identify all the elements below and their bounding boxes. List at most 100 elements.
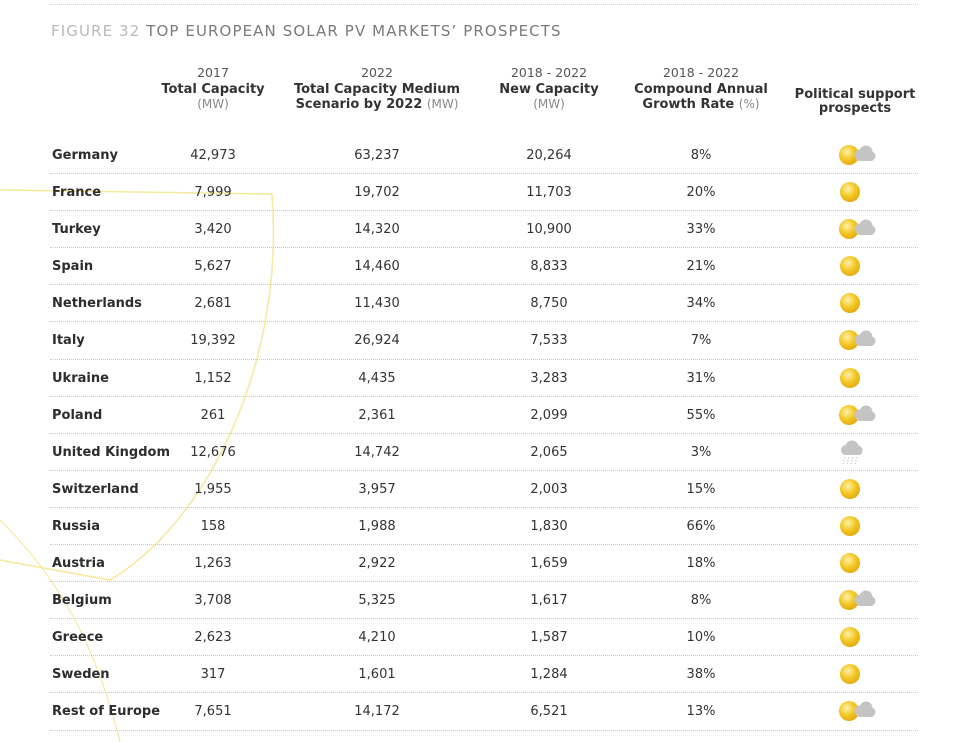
total-capacity-2022: 14,320 <box>354 222 400 238</box>
new-capacity: 8,833 <box>530 259 568 275</box>
total-capacity-2017: 7,651 <box>194 704 232 720</box>
total-capacity-2017: 1,955 <box>194 481 232 497</box>
table-row: United Kingdom 12,676 14,742 2,065 3% <box>50 434 918 471</box>
country-name: Greece <box>52 630 104 646</box>
total-capacity-2022: 26,924 <box>354 333 400 349</box>
total-capacity-2017: 158 <box>200 518 226 534</box>
header-unit: (MW) <box>197 97 229 111</box>
country-name: Austria <box>52 556 105 572</box>
header-title: Total Capacity Medium <box>293 82 461 97</box>
total-capacity-2017: 12,676 <box>190 444 236 460</box>
sun-icon <box>836 513 876 539</box>
sun-icon <box>836 365 876 391</box>
cagr-value: 13% <box>686 704 716 720</box>
new-capacity: 2,099 <box>530 407 568 423</box>
header-year: 2017 <box>197 65 229 80</box>
new-capacity: 11,703 <box>526 185 572 201</box>
total-capacity-2017: 19,392 <box>190 333 236 349</box>
table-row: Belgium 3,708 5,325 1,617 8% <box>50 582 918 620</box>
table-row: Sweden 317 1,601 1,284 38% <box>50 656 918 694</box>
cagr-value: 38% <box>686 667 716 683</box>
table-row: Greece 2,623 4,210 1,587 10% <box>50 619 918 657</box>
header-year: 2018 - 2022 <box>662 65 740 80</box>
new-capacity: 1,284 <box>530 667 568 683</box>
new-capacity: 3,283 <box>530 370 568 386</box>
sun-icon <box>836 290 876 316</box>
country-name: Italy <box>52 333 85 349</box>
sun-cloud-icon <box>836 587 876 613</box>
total-capacity-2017: 3,420 <box>194 222 232 238</box>
country-name: Rest of Europe <box>52 704 161 720</box>
table-row: Rest of Europe 7,651 14,172 6,521 13% <box>50 693 918 731</box>
table-row: Switzerland 1,955 3,957 2,003 15% <box>50 471 918 508</box>
header-new-capacity: 2018 - 2022 New Capacity (MW) <box>499 65 598 112</box>
new-capacity: 1,830 <box>530 518 568 534</box>
cagr-value: 15% <box>686 481 716 497</box>
new-capacity: 1,659 <box>530 556 568 572</box>
total-capacity-2022: 3,957 <box>358 481 396 497</box>
table-row: Turkey 3,420 14,320 10,900 33% <box>50 211 918 249</box>
country-name: Turkey <box>52 222 101 238</box>
table-row: Russia 158 1,988 1,830 66% <box>50 508 918 546</box>
total-capacity-2017: 261 <box>200 407 226 423</box>
country-name: France <box>52 185 102 201</box>
table-row: Italy 19,392 26,924 7,533 7% <box>50 322 918 360</box>
new-capacity: 7,533 <box>530 333 568 349</box>
new-capacity: 10,900 <box>526 222 572 238</box>
total-capacity-2022: 14,742 <box>354 444 400 460</box>
total-capacity-2022: 4,210 <box>358 630 396 646</box>
header-unit: (%) <box>738 97 760 111</box>
cagr-value: 3% <box>690 444 712 460</box>
header-title-line2: Growth Rate <box>642 97 735 112</box>
country-name: Ukraine <box>52 370 109 386</box>
new-capacity: 1,587 <box>530 630 568 646</box>
country-name: United Kingdom <box>52 444 171 460</box>
header-year: 2018 - 2022 <box>510 65 588 80</box>
cagr-value: 10% <box>686 630 716 646</box>
header-year: 2022 <box>361 65 393 80</box>
header-total-capacity-2017: 2017 Total Capacity (MW) <box>161 65 265 112</box>
cagr-value: 34% <box>686 296 716 312</box>
figure-label: FIGURE 32 <box>51 22 141 40</box>
new-capacity: 1,617 <box>530 593 568 609</box>
total-capacity-2022: 1,988 <box>358 518 396 534</box>
header-title: Political support <box>794 87 916 102</box>
cagr-value: 21% <box>686 259 716 275</box>
cagr-value: 8% <box>690 593 712 609</box>
sun-icon <box>836 476 876 502</box>
header-unit: (MW) <box>426 97 459 111</box>
total-capacity-2022: 2,922 <box>358 556 396 572</box>
country-name: Russia <box>52 518 100 534</box>
total-capacity-2022: 14,172 <box>354 704 400 720</box>
cagr-value: 31% <box>686 370 716 386</box>
total-capacity-2017: 2,681 <box>194 296 232 312</box>
total-capacity-2017: 5,627 <box>194 259 232 275</box>
sun-icon <box>836 550 876 576</box>
total-capacity-2022: 14,460 <box>354 259 400 275</box>
sun-icon <box>836 624 876 650</box>
total-capacity-2017: 317 <box>200 667 226 683</box>
sun-cloud-icon <box>836 216 876 242</box>
header-title: Total Capacity <box>161 82 265 97</box>
cagr-value: 18% <box>686 556 716 572</box>
sun-cloud-icon <box>836 698 876 724</box>
total-capacity-2022: 11,430 <box>354 296 400 312</box>
new-capacity: 2,065 <box>530 444 568 460</box>
country-name: Germany <box>52 148 118 163</box>
total-capacity-2017: 2,623 <box>194 630 232 646</box>
header-title-line2: prospects <box>818 101 892 116</box>
new-capacity: 2,003 <box>530 481 568 497</box>
cagr-value: 33% <box>686 222 716 238</box>
top-divider <box>50 4 918 5</box>
sun-icon <box>836 661 876 687</box>
total-capacity-2017: 1,263 <box>194 556 232 572</box>
new-capacity: 20,264 <box>526 148 572 163</box>
total-capacity-2022: 4,435 <box>358 370 396 386</box>
new-capacity: 6,521 <box>530 704 568 720</box>
country-name: Poland <box>52 407 103 423</box>
sun-icon <box>836 253 876 279</box>
country-name: Netherlands <box>52 296 142 312</box>
header-cagr: 2018 - 2022 Compound Annual Growth Rate … <box>634 66 768 112</box>
country-name: Sweden <box>52 667 110 683</box>
total-capacity-2017: 7,999 <box>194 185 232 201</box>
